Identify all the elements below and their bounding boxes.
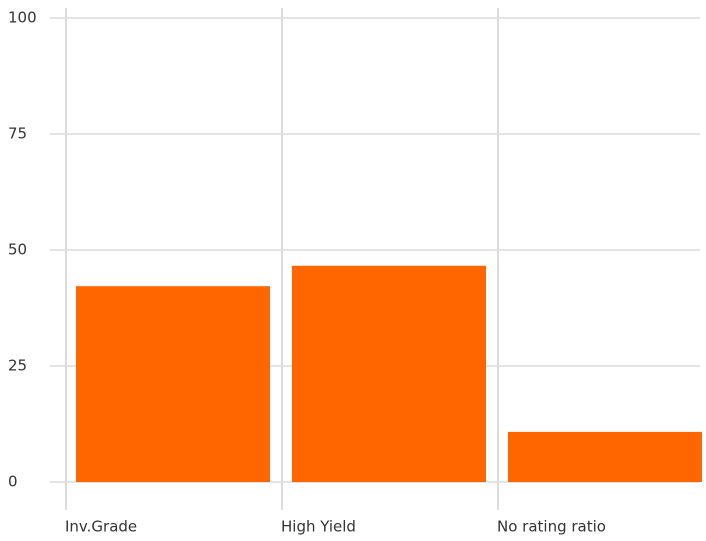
bar bbox=[292, 265, 486, 482]
bar bbox=[508, 431, 702, 482]
x-tick-label: No rating ratio bbox=[497, 518, 606, 536]
y-tick-label: 75 bbox=[8, 125, 27, 143]
y-tick-label: 25 bbox=[8, 357, 27, 375]
y-tick-label: 50 bbox=[8, 241, 27, 259]
bar bbox=[76, 286, 270, 482]
y-tick-label: 0 bbox=[8, 473, 18, 491]
x-tick-label: High Yield bbox=[281, 518, 356, 536]
x-tick-label: Inv.Grade bbox=[65, 518, 137, 536]
y-tick-label: 100 bbox=[8, 9, 37, 27]
